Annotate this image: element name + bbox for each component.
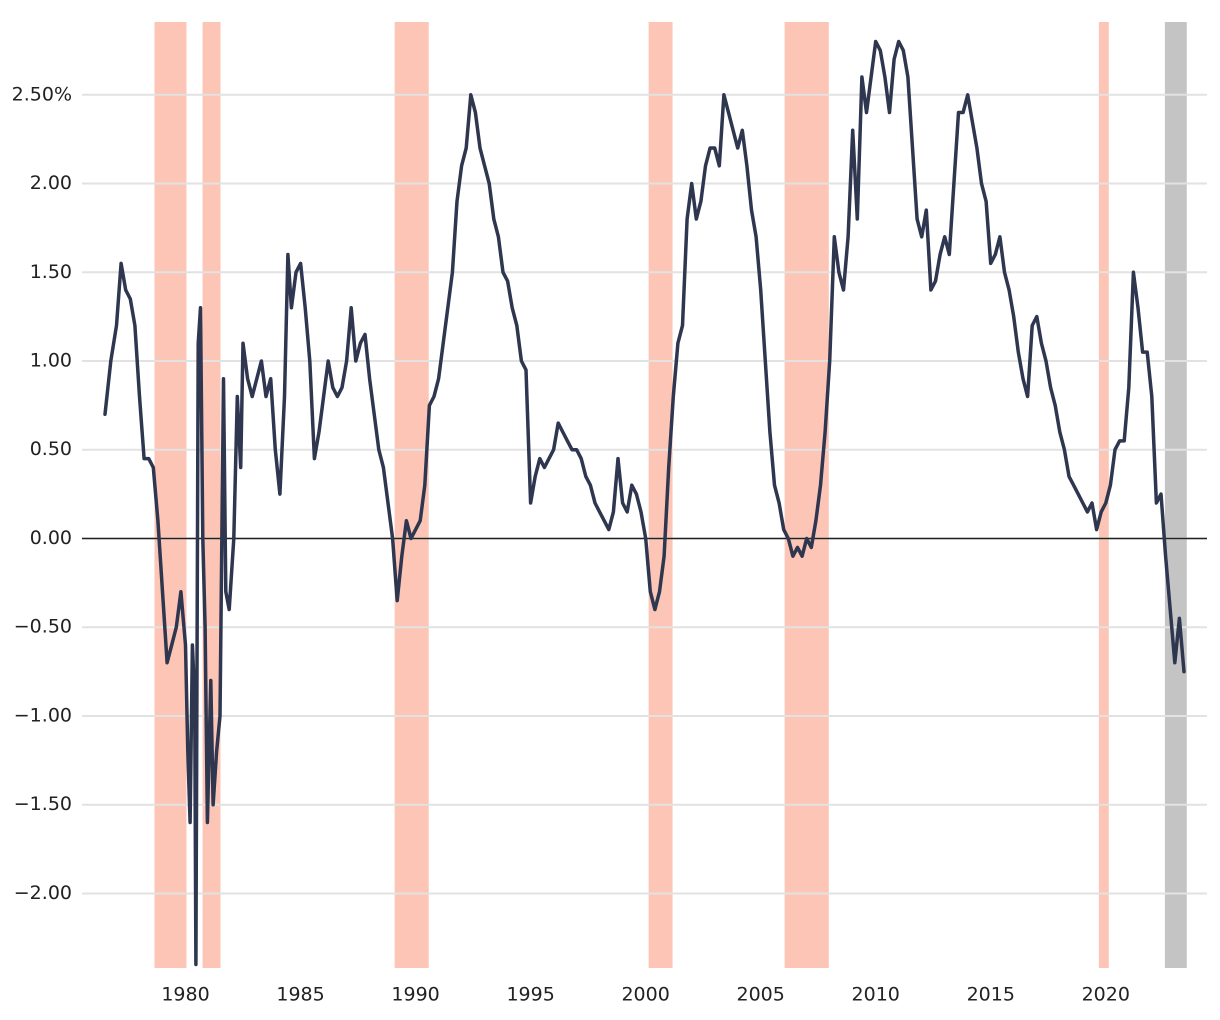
y-tick-label: 1.50: [30, 261, 72, 283]
shaded-region: [1164, 22, 1187, 968]
y-tick-label: 0.00: [30, 527, 72, 549]
series-line: [103, 39, 1186, 967]
x-tick-label: 2005: [737, 984, 785, 1006]
y-tick-label: 0.50: [30, 438, 72, 460]
x-tick-label: 2000: [621, 984, 669, 1006]
x-tick-label: 2015: [967, 984, 1015, 1006]
x-tick-label: 1990: [391, 984, 439, 1006]
x-tick-label: 1985: [276, 984, 324, 1006]
y-tick-label: −1.00: [14, 704, 72, 726]
x-tick-label: 2020: [1082, 984, 1130, 1006]
x-tick-label: 1980: [161, 984, 209, 1006]
y-tick-label: 2.50%: [12, 83, 72, 105]
shaded-region: [648, 22, 673, 968]
y-tick-label: −0.50: [14, 616, 72, 638]
y-tick-label: 1.00: [30, 349, 72, 371]
shaded-region: [784, 22, 829, 968]
shaded-region: [154, 22, 187, 968]
x-tick-label: 2010: [852, 984, 900, 1006]
y-tick-label: −2.00: [14, 882, 72, 904]
shaded-region: [202, 22, 221, 968]
x-tick-label: 1995: [506, 984, 554, 1006]
y-tick-label: −1.50: [14, 793, 72, 815]
y-tick-label: 2.00: [30, 172, 72, 194]
shaded-region: [1098, 22, 1109, 968]
